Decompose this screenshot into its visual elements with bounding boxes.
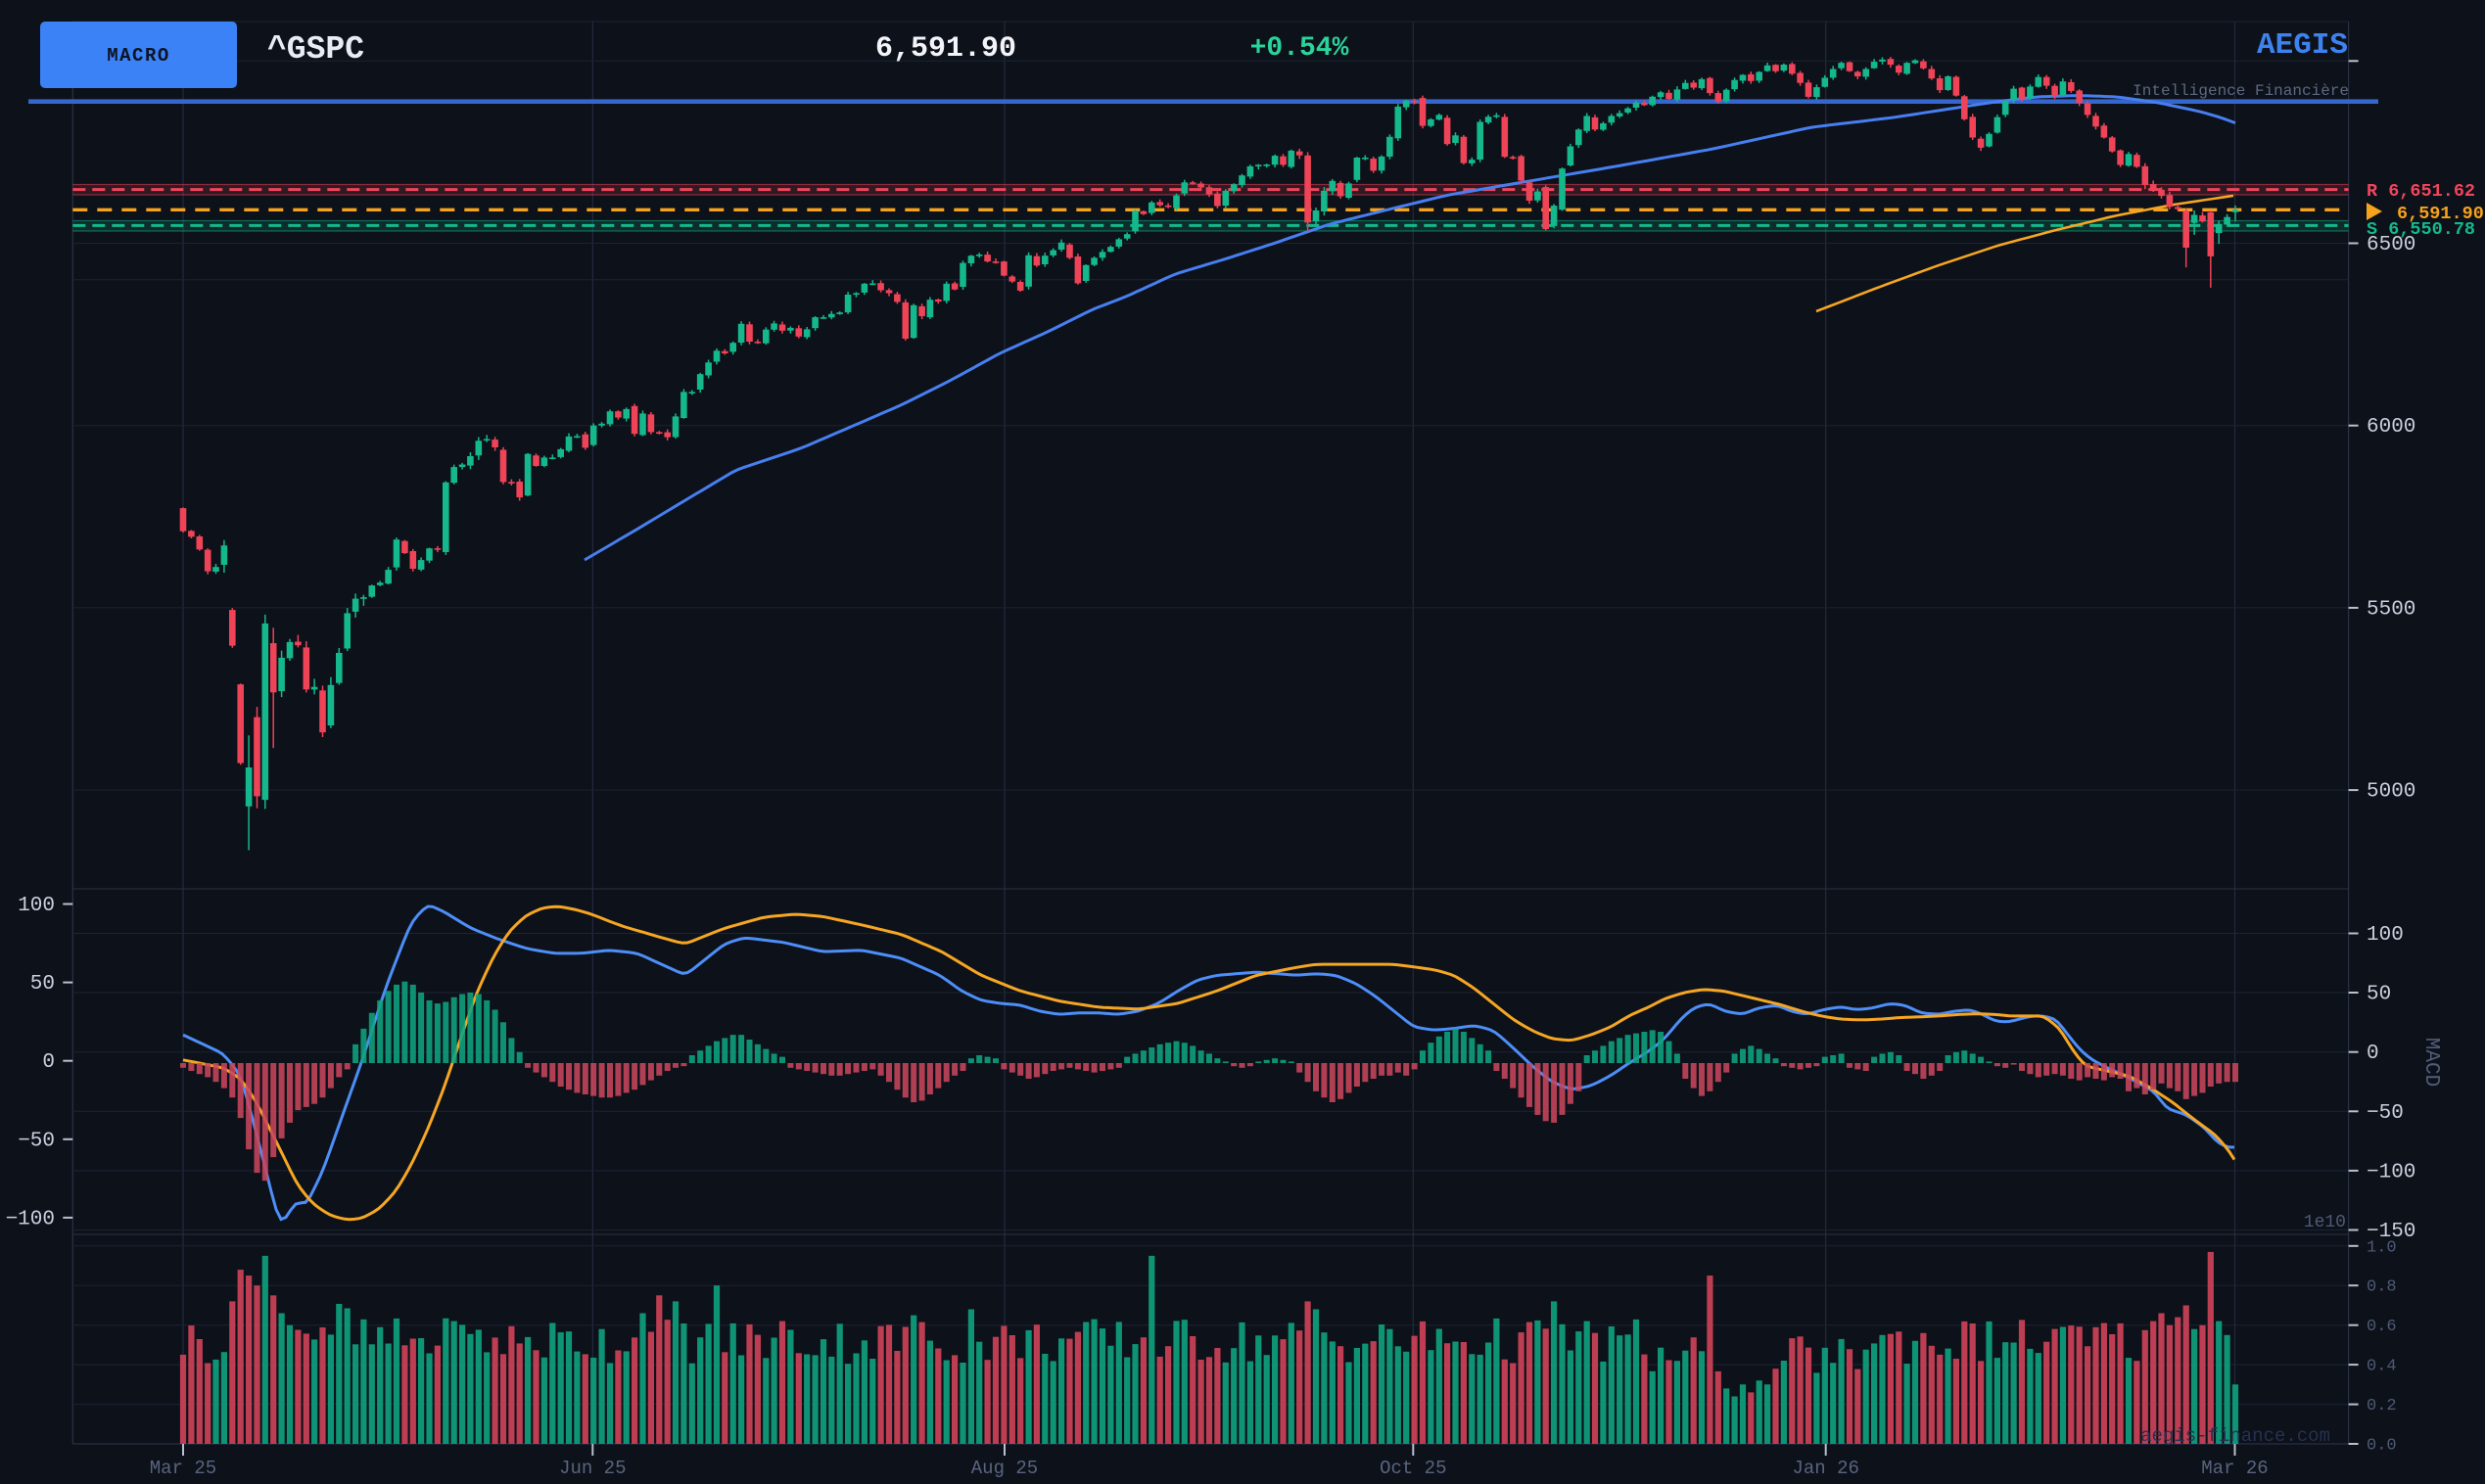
svg-text:5000: 5000: [2367, 781, 2415, 804]
svg-text:5500: 5500: [2367, 598, 2415, 621]
svg-text:100: 100: [2367, 924, 2404, 947]
svg-text:0.8: 0.8: [2367, 1278, 2397, 1297]
svg-text:Jun 25: Jun 25: [559, 1458, 626, 1479]
svg-text:0: 0: [2367, 1043, 2379, 1065]
svg-text:MACRO: MACRO: [107, 45, 170, 67]
svg-text:−50: −50: [2367, 1102, 2404, 1125]
svg-text:6500: 6500: [2367, 234, 2415, 256]
svg-text:−100: −100: [6, 1208, 55, 1230]
svg-text:50: 50: [30, 973, 55, 996]
svg-text:100: 100: [18, 895, 55, 917]
svg-text:aegis-finance.com: aegis-finance.com: [2140, 1425, 2330, 1447]
svg-text:1.0: 1.0: [2367, 1238, 2397, 1257]
svg-text:R 6,651.62: R 6,651.62: [2367, 181, 2475, 202]
svg-text:0: 0: [42, 1051, 55, 1074]
svg-text:AEGIS: AEGIS: [2257, 28, 2348, 63]
svg-text:6000: 6000: [2367, 416, 2415, 439]
svg-text:50: 50: [2367, 984, 2391, 1006]
svg-text:S 6,550.78: S 6,550.78: [2367, 219, 2475, 240]
svg-text:0.2: 0.2: [2367, 1397, 2397, 1415]
svg-text:−150: −150: [2367, 1221, 2415, 1243]
svg-text:Intelligence Financière: Intelligence Financière: [2133, 82, 2349, 100]
svg-text:6,591.90: 6,591.90: [875, 32, 1016, 66]
svg-text:^GSPC: ^GSPC: [267, 31, 364, 68]
svg-text:Mar 25: Mar 25: [150, 1458, 216, 1479]
svg-text:6,591.90: 6,591.90: [2397, 204, 2484, 224]
svg-text:Aug 25: Aug 25: [971, 1458, 1038, 1479]
svg-text:0.0: 0.0: [2367, 1437, 2397, 1456]
svg-text:0.4: 0.4: [2367, 1358, 2397, 1376]
svg-text:Oct 25: Oct 25: [1380, 1458, 1446, 1479]
svg-text:Mar 26: Mar 26: [2201, 1458, 2268, 1479]
svg-text:−100: −100: [2367, 1161, 2415, 1183]
svg-text:+0.54%: +0.54%: [1250, 33, 1349, 64]
svg-text:MACD: MACD: [2419, 1038, 2442, 1087]
svg-text:0.6: 0.6: [2367, 1318, 2397, 1336]
svg-text:Jan 26: Jan 26: [1792, 1458, 1858, 1479]
svg-text:1e10: 1e10: [2304, 1213, 2346, 1232]
svg-text:−50: −50: [18, 1130, 55, 1152]
